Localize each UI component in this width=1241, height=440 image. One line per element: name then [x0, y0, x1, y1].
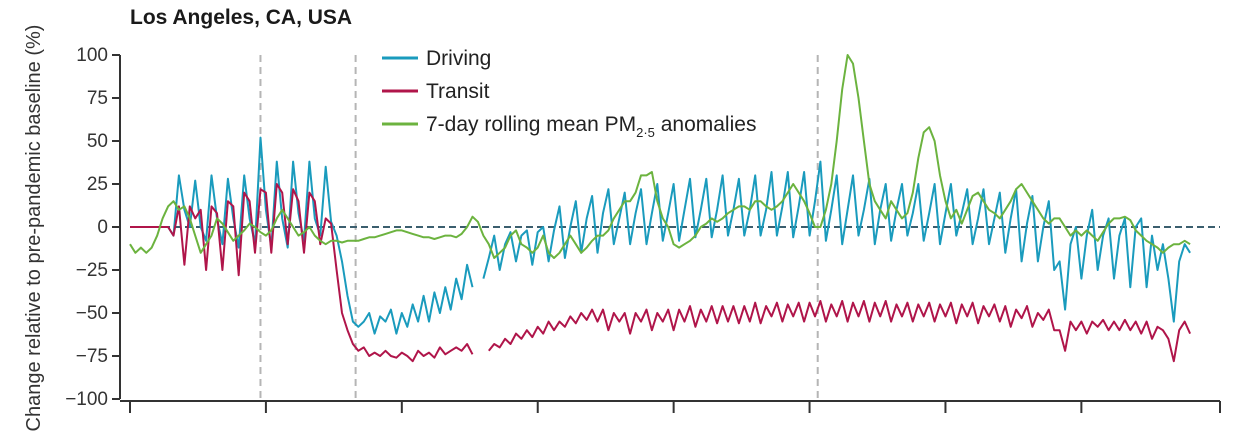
series-line-0-1	[482, 160, 1191, 323]
y-axis-label: Change relative to pre-pandemic baseline…	[23, 25, 45, 432]
series-line-2-0	[129, 54, 1191, 259]
y-tick-label-1: 75	[87, 88, 108, 109]
y-tick-label-7: −75	[76, 346, 108, 367]
legend-label-2: 7-day rolling mean PM2·5 anomalies	[426, 113, 756, 140]
y-tick-label-8: −100	[65, 389, 108, 410]
y-tick-label-4: 0	[97, 217, 108, 238]
legend-label-0: Driving	[426, 47, 491, 70]
chart-axes: 100 75 50 25 0 −25 −50 −75 −100	[65, 45, 1221, 413]
legend-label-1: Transit	[426, 80, 490, 103]
y-tick-label-3: 25	[87, 174, 108, 195]
legend-label-main: 7-day rolling mean PM	[426, 113, 636, 136]
chart-legend: Driving Transit 7-day rolling mean PM2·5 a…	[382, 47, 756, 140]
legend-label-subscript: 2·5	[636, 125, 655, 140]
y-tick-label-2: 50	[87, 131, 108, 152]
chart-series	[129, 54, 1192, 363]
y-tick-label-5: −25	[76, 260, 108, 281]
chart-title: Los Angeles, CA, USA	[130, 6, 352, 29]
legend-label-tail: anomalies	[655, 113, 757, 136]
y-tick-label-0: 100	[76, 45, 108, 66]
series-line-1-0	[130, 183, 474, 363]
series-line-1-1	[488, 300, 1192, 363]
y-tick-label-6: −50	[76, 303, 108, 324]
series-line-0-0	[130, 136, 474, 335]
